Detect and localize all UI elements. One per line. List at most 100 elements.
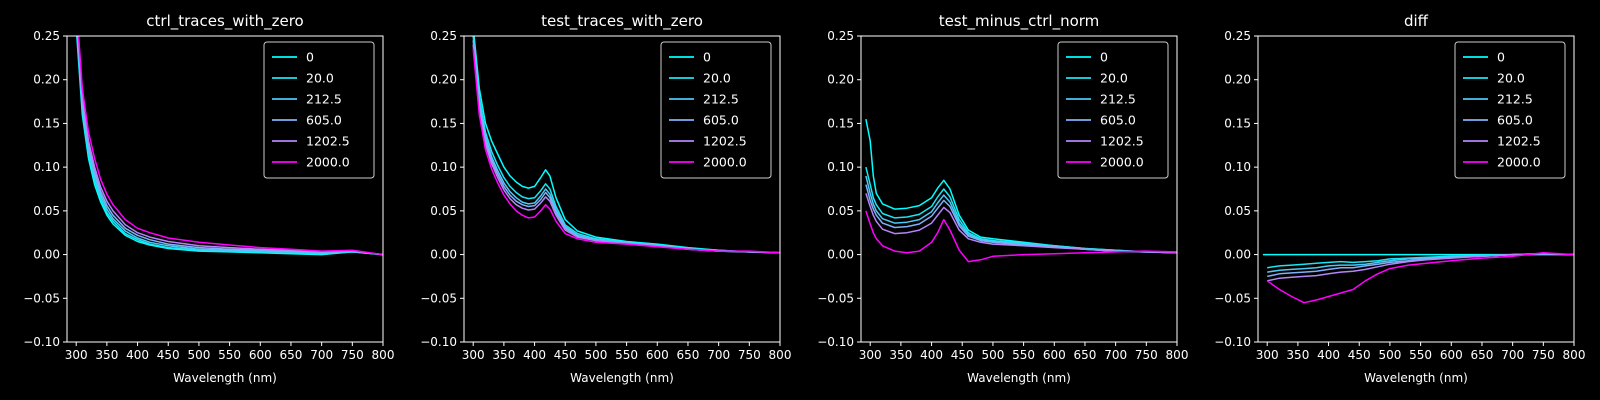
legend-label: 0	[1497, 50, 1505, 65]
y-tick-label: 0.10	[430, 160, 457, 174]
x-tick-label: 300	[65, 348, 88, 362]
x-tick-label: 750	[738, 348, 761, 362]
legend: 0 20.0 212.5 605.0 1202.5 2000.0	[263, 41, 375, 179]
x-tick-label: 300	[859, 348, 882, 362]
y-tick-label: 0.25	[33, 29, 60, 43]
x-tick-label: 500	[584, 348, 607, 362]
x-tick-label: 300	[462, 348, 485, 362]
x-tick-label: 400	[1317, 348, 1340, 362]
y-tick-label: 0.25	[430, 29, 457, 43]
x-tick-label: 600	[249, 348, 272, 362]
x-tick-label: 800	[372, 348, 395, 362]
legend-label: 20.0	[1497, 71, 1525, 86]
y-tick-label: 0.05	[1224, 204, 1251, 218]
legend-frame	[263, 41, 375, 179]
x-tick-label: 550	[615, 348, 638, 362]
legend-label: 212.5	[703, 92, 739, 107]
chart-panel-1: ctrl_traces_with_zero 300 350 400 450 500 550 6…	[23, 12, 395, 385]
legend-label: 605.0	[1100, 113, 1136, 128]
series-line-212-5	[76, 36, 383, 256]
x-tick-label: 450	[157, 348, 180, 362]
legend-label: 1202.5	[1100, 134, 1144, 149]
x-tick-label: 600	[1440, 348, 1463, 362]
y-tick-label: 0.05	[430, 204, 457, 218]
y-tick-label: 0.05	[33, 204, 60, 218]
y-tick-label: 0.00	[827, 248, 854, 262]
chart-title: diff	[1404, 12, 1429, 30]
x-tick-label: 300	[1256, 348, 1279, 362]
legend-frame	[660, 41, 772, 179]
legend-label: 212.5	[306, 92, 342, 107]
legend: 0 20.0 212.5 605.0 1202.5 2000.0	[1454, 41, 1566, 179]
x-tick-label: 650	[280, 348, 303, 362]
y-tick-label: −0.05	[23, 291, 60, 305]
legend-label: 212.5	[1100, 92, 1136, 107]
x-tick-label: 350	[889, 348, 912, 362]
x-tick-label: 400	[523, 348, 546, 362]
chart-panel-3: test_minus_ctrl_norm 300 350 400 450 500 550 60…	[817, 12, 1188, 385]
y-tick-label: 0.10	[827, 160, 854, 174]
series-group	[472, 36, 780, 254]
x-tick-label: 500	[1378, 348, 1401, 362]
series-line-2000-0	[1266, 252, 1574, 304]
y-tick-label: 0.25	[827, 29, 854, 43]
y-tick-label: 0.00	[1224, 248, 1251, 262]
chart-panel-2: test_traces_with_zero 300 350 400 450 500 550 6…	[420, 12, 791, 385]
x-tick-label: 800	[1166, 348, 1189, 362]
legend-label: 605.0	[1497, 113, 1533, 128]
x-tick-label: 550	[1409, 348, 1432, 362]
x-tick-label: 800	[1563, 348, 1586, 362]
x-tick-label: 450	[1348, 348, 1371, 362]
x-tick-label: 650	[1471, 348, 1494, 362]
x-tick-label: 750	[1532, 348, 1555, 362]
x-tick-label: 350	[1286, 348, 1309, 362]
legend: 0 20.0 212.5 605.0 1202.5 2000.0	[660, 41, 772, 179]
y-tick-label: 0.00	[430, 248, 457, 262]
series-group	[76, 36, 383, 256]
axes-frame	[1257, 35, 1575, 343]
y-tick-label: −0.05	[1214, 291, 1251, 305]
series-line-1202-5	[1267, 252, 1574, 282]
legend-label: 1202.5	[306, 134, 350, 149]
legend: 0 20.0 212.5 605.0 1202.5 2000.0	[1057, 41, 1169, 179]
series-line-0	[76, 36, 383, 256]
y-tick-label: 0.20	[1224, 73, 1251, 87]
legend-label: 2000.0	[703, 155, 747, 170]
x-tick-label: 500	[981, 348, 1004, 362]
series-line-20-0	[865, 166, 1177, 254]
legend-frame	[1454, 41, 1566, 179]
legend-label: 0	[703, 50, 711, 65]
legend-label: 0	[1100, 50, 1108, 65]
series-line-2000-0	[472, 49, 780, 254]
legend-frame	[1057, 41, 1169, 179]
chart-title: test_traces_with_zero	[541, 12, 703, 31]
series-line-2000-0	[865, 210, 1177, 263]
x-tick-label: 650	[1074, 348, 1097, 362]
x-tick-label: 450	[951, 348, 974, 362]
legend-label: 20.0	[306, 71, 334, 86]
axes-frame	[463, 35, 781, 343]
legend-label: 20.0	[1100, 71, 1128, 86]
legend-label: 2000.0	[1100, 155, 1144, 170]
series-line-1202-5	[865, 193, 1177, 254]
x-tick-label: 750	[341, 348, 364, 362]
x-axis-label: Wavelength (nm)	[1364, 371, 1468, 385]
x-tick-label: 650	[677, 348, 700, 362]
legend-label: 212.5	[1497, 92, 1533, 107]
x-tick-label: 700	[707, 348, 730, 362]
y-tick-label: 0.20	[33, 73, 60, 87]
y-tick-label: 0.20	[827, 73, 854, 87]
x-axis-label: Wavelength (nm)	[173, 371, 277, 385]
y-tick-label: 0.20	[430, 73, 457, 87]
y-tick-label: 0.00	[33, 248, 60, 262]
y-tick-label: 0.15	[827, 116, 854, 130]
legend-label: 1202.5	[703, 134, 747, 149]
legend-label: 20.0	[703, 71, 731, 86]
chart-title: test_minus_ctrl_norm	[939, 12, 1100, 31]
series-line-212-5	[865, 175, 1177, 254]
chart-panel-4: diff 300 350 400 450 500 550 600 650 700 750 800 −0.…	[1214, 12, 1585, 385]
y-tick-label: 0.15	[1224, 116, 1251, 130]
series-line-20-0	[76, 36, 383, 256]
legend-label: 605.0	[703, 113, 739, 128]
